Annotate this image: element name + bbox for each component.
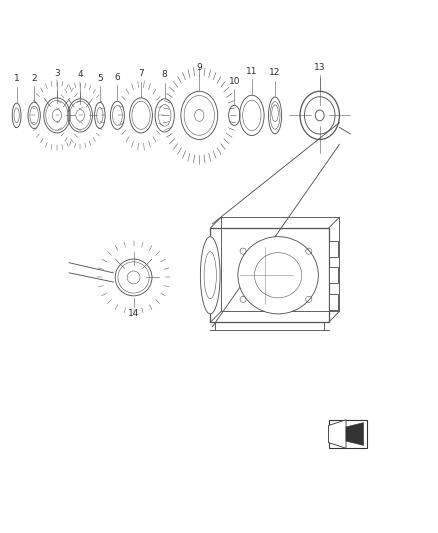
Text: 4: 4 — [78, 70, 83, 79]
Text: 8: 8 — [162, 70, 168, 79]
Text: 2: 2 — [32, 74, 37, 83]
Bar — [210, 228, 328, 322]
Ellipse shape — [238, 237, 318, 314]
Polygon shape — [328, 420, 346, 448]
Bar — [221, 217, 339, 311]
Text: 14: 14 — [128, 309, 139, 318]
Bar — [328, 294, 338, 310]
Text: 6: 6 — [114, 72, 120, 82]
Text: 3: 3 — [54, 69, 60, 78]
Text: 1: 1 — [14, 75, 20, 84]
Text: 12: 12 — [269, 68, 281, 77]
Ellipse shape — [200, 237, 220, 314]
Bar — [328, 268, 338, 283]
Bar — [328, 420, 367, 448]
Bar — [328, 241, 338, 257]
Text: 11: 11 — [246, 67, 258, 76]
Text: 7: 7 — [138, 69, 144, 78]
Text: 9: 9 — [196, 62, 202, 71]
Text: 13: 13 — [314, 62, 325, 71]
Text: 5: 5 — [97, 74, 103, 83]
Polygon shape — [346, 423, 364, 446]
Text: 10: 10 — [229, 77, 240, 86]
